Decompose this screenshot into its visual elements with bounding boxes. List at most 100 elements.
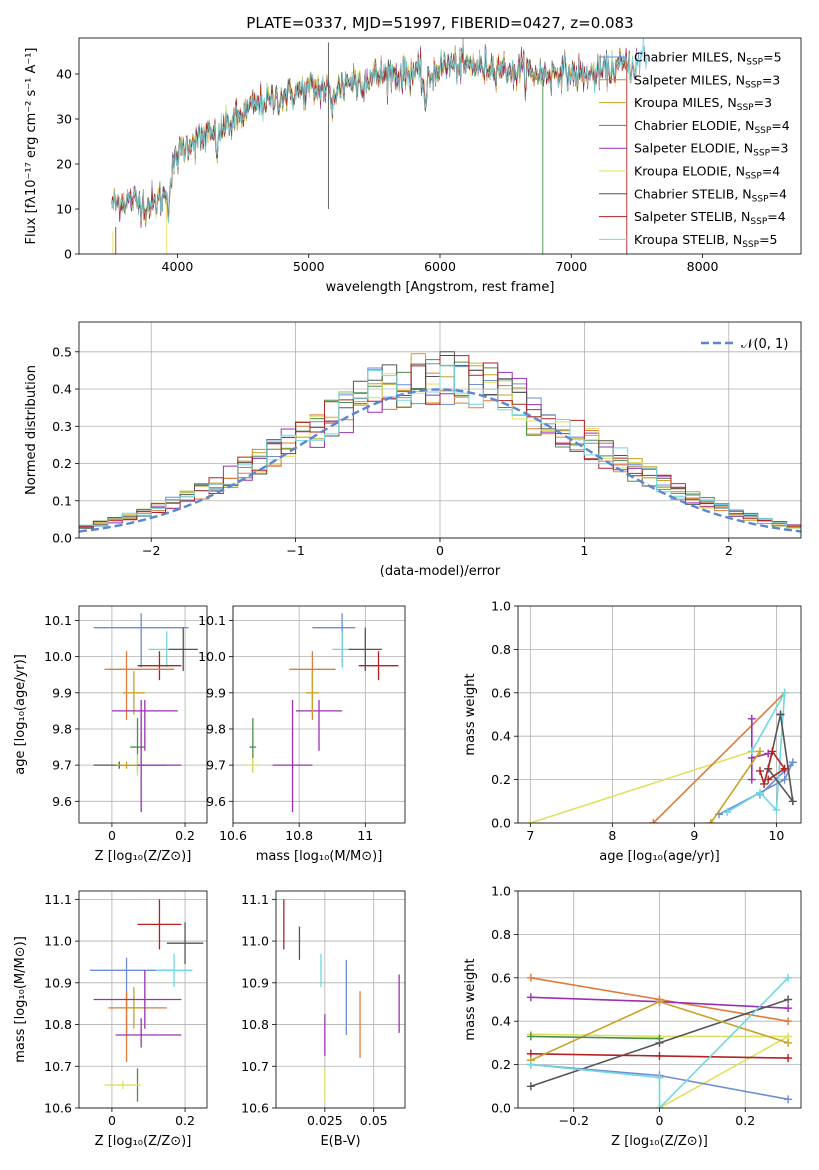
- mass-weight-marker: [784, 973, 793, 982]
- x-tick-label: 0.025: [307, 1113, 343, 1128]
- errorbar-point: [246, 757, 260, 773]
- y-tick-label: 11.0: [44, 934, 72, 949]
- mass-weight-marker: [526, 993, 535, 1002]
- x-tick-label: 5000: [293, 259, 325, 274]
- weight-vs-z-panel: −0.2 0 0.2 0.0 0.2 0.4 0.6 0.8 1.0 Z [log₁₀(Z/Z⊙)…: [463, 884, 802, 1149]
- mass-weight-marker: [655, 1073, 664, 1082]
- y-tick-label: 0.4: [491, 729, 511, 744]
- y-tick-label: 9.7: [206, 758, 226, 773]
- y-axis-label: mass weight: [463, 673, 478, 755]
- legend-entry: Salpeter MILES, NSSP=3: [634, 72, 780, 90]
- x-tick-label: 4000: [162, 259, 194, 274]
- errorbar-point: [166, 922, 204, 965]
- x-tick-label: 11: [357, 828, 373, 843]
- x-tick-label: 8: [608, 828, 616, 843]
- x-tick-label: 0.2: [175, 828, 195, 843]
- x-axis-label: E(B-V): [320, 1134, 360, 1149]
- age-vs-z-plot-area: [93, 613, 198, 813]
- y-tick-label: 1.0: [491, 884, 511, 899]
- legend-entry: Salpeter STELIB, NSSP=4: [634, 209, 786, 227]
- axes-frame: [517, 605, 802, 824]
- y-tick-label: 0.0: [52, 531, 72, 546]
- x-tick-label: 6000: [424, 259, 456, 274]
- errorbar-point: [305, 671, 319, 715]
- axes-frame: [78, 890, 208, 1109]
- mass-weight-marker: [649, 819, 658, 823]
- y-tick-label: 0.0: [491, 1101, 511, 1116]
- y-tick-label: 0.2: [52, 456, 72, 471]
- y-axis-label: mass weight: [463, 958, 478, 1040]
- mass-weight-line: [530, 1035, 660, 1040]
- y-tick-label: 10.0: [198, 649, 226, 664]
- x-tick-label: 7: [526, 828, 534, 843]
- x-tick-label: 0: [436, 543, 444, 558]
- mass-weight-marker: [526, 1060, 535, 1069]
- x-axis-label: age [log₁₀(age/yr)]: [599, 849, 720, 864]
- errorbar-point: [272, 700, 313, 813]
- y-tick-label: 10.0: [44, 649, 72, 664]
- y-tick-label: 0: [64, 247, 72, 262]
- x-tick-label: 9: [690, 828, 698, 843]
- mass-weight-marker: [747, 747, 756, 756]
- errorbar-point: [168, 627, 198, 672]
- y-tick-label: 9.9: [206, 685, 226, 700]
- mass-weight-marker: [780, 775, 789, 784]
- legend: Chabrier MILES, NSSP=5 Salpeter MILES, NS…: [599, 50, 790, 250]
- errorbar-point: [295, 700, 343, 751]
- mass-weight-marker: [784, 995, 793, 1004]
- mass-weight-marker: [755, 747, 764, 756]
- y-tick-label: 0.2: [491, 1057, 511, 1072]
- normal-reference-curve: [79, 388, 801, 533]
- x-axis-label: Z [log₁₀(Z/Z⊙)]: [611, 1134, 708, 1149]
- mass-weight-marker: [526, 973, 535, 982]
- y-tick-label: 10.7: [241, 1059, 269, 1074]
- x-tick-label: −1: [286, 543, 304, 558]
- mass-weight-marker: [776, 710, 785, 719]
- x-axis-label: Z [log₁₀(Z/Z⊙)]: [95, 849, 192, 864]
- mass-weight-marker: [788, 758, 797, 767]
- y-axis-label: age [log₁₀(age/yr)]: [13, 654, 28, 775]
- y-tick-label: 0.4: [491, 1014, 511, 1029]
- legend-entry: Chabrier ELODIE, NSSP=4: [634, 118, 790, 136]
- y-tick-label: 0.5: [52, 344, 72, 359]
- weight-vs-z-plot-area: [526, 973, 793, 1108]
- y-tick-label: 10.8: [44, 1017, 72, 1032]
- legend-entry: Chabrier STELIB, NSSP=4: [634, 186, 787, 204]
- errorbar-point: [111, 700, 178, 751]
- y-tick-label: 9.8: [206, 721, 226, 736]
- mass-weight-line: [530, 1033, 792, 1108]
- errorbar-point: [104, 1080, 142, 1090]
- y-tick-label: 11.1: [241, 892, 269, 907]
- y-tick-label: 40: [56, 67, 72, 82]
- mass-weight-line: [767, 714, 795, 805]
- mass-weight-marker: [780, 764, 789, 773]
- y-tick-label: 9.7: [52, 758, 72, 773]
- axes-frame: [275, 890, 406, 1109]
- spectrum-panel: 4000 5000 6000 7000 8000 0 10 20 30 40 wavelength …: [24, 37, 802, 295]
- y-tick-label: 10.9: [44, 975, 72, 990]
- mass-weight-marker: [755, 788, 764, 797]
- mass-weight-marker: [655, 1104, 664, 1108]
- y-tick-label: 9.6: [206, 794, 226, 809]
- x-tick-label: 1: [580, 543, 588, 558]
- x-tick-label: 0: [108, 1113, 116, 1128]
- spectrum-plot-area: [111, 38, 648, 254]
- mass-weight-marker: [784, 1004, 793, 1013]
- errorbar-point: [93, 970, 182, 1029]
- mass-weight-marker: [784, 1054, 793, 1063]
- y-tick-label: 10.6: [241, 1101, 269, 1116]
- y-tick-label: 10.7: [44, 1059, 72, 1074]
- errorbar-point: [358, 651, 399, 681]
- weight-vs-age-plot-area: [526, 688, 797, 823]
- errorbar-point: [104, 651, 175, 720]
- y-tick-label: 0.1: [52, 493, 72, 508]
- y-tick-label: 9.8: [52, 721, 72, 736]
- y-axis-label: Normed distribution: [24, 365, 39, 495]
- legend-entry: 𝒩(0, 1): [741, 337, 788, 352]
- y-axis-label: Flux [fλ10⁻¹⁷ erg cm⁻² s⁻¹ A⁻¹]: [24, 48, 39, 245]
- y-tick-label: 11.0: [241, 934, 269, 949]
- x-axis-label: (data-model)/error: [380, 564, 501, 579]
- residuals-panel: −2 −1 0 1 2 0.0 0.1 0.2 0.3 0.4 0.5 (data-model)/er…: [24, 321, 802, 579]
- mass-vs-z-plot-area: [89, 899, 204, 1102]
- mass-weight-marker: [760, 779, 769, 788]
